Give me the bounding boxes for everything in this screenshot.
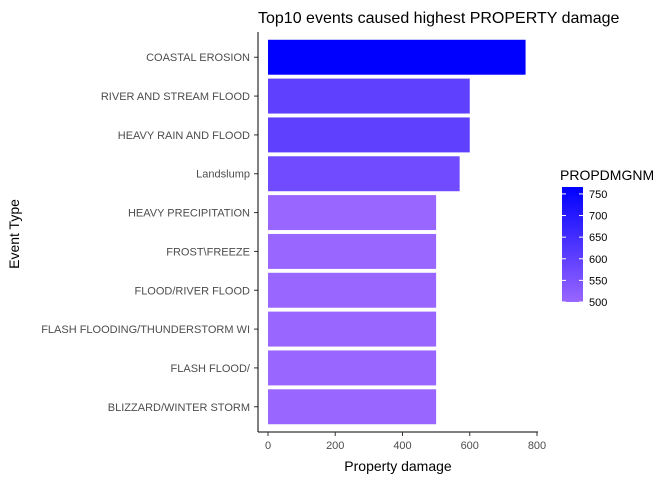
axes-layer: COASTAL EROSION RIVER AND STREAM FLOOD HEA… (41, 32, 546, 452)
legend: PROPDMGNM 750 700 650 600 550 500 (560, 167, 654, 309)
legend-tick-label: 500 (589, 297, 607, 309)
x-axis-title: Property damage (344, 458, 452, 474)
bar (268, 389, 437, 425)
y-axis-title: Event Type (6, 199, 22, 269)
bar (268, 195, 437, 231)
bar (268, 233, 437, 269)
legend-tick-label: 650 (589, 232, 607, 244)
bar (268, 39, 526, 75)
legend-tick-label: 550 (589, 275, 607, 287)
legend-tick-label: 600 (589, 254, 607, 266)
legend-tick-label: 700 (589, 211, 607, 223)
y-tick-label: FLOOD/RIVER FLOOD (134, 285, 250, 297)
x-tick-label: 200 (326, 440, 344, 452)
y-tick-label: FROST\FREEZE (166, 246, 250, 258)
bar (268, 272, 437, 308)
y-tick-label: BLIZZARD/WINTER STORM (108, 402, 250, 414)
chart-title: Top10 events caused highest PROPERTY dam… (258, 10, 620, 27)
bar (268, 311, 437, 347)
legend-colorbar (562, 187, 583, 302)
x-tick-label: 0 (265, 440, 271, 452)
y-tick-label: RIVER AND STREAM FLOOD (101, 91, 250, 103)
bar (268, 78, 470, 114)
bar (268, 117, 470, 153)
y-tick-label: HEAVY PRECIPITATION (128, 208, 250, 220)
x-tick-label: 600 (461, 440, 479, 452)
legend-title: PROPDMGNM (560, 167, 654, 183)
y-tick-label: FLASH FLOODING/THUNDERSTORM WI (41, 324, 250, 336)
x-tick-label: 400 (393, 440, 411, 452)
y-tick-label: COASTAL EROSION (146, 52, 250, 64)
legend-tick-label: 750 (589, 189, 607, 201)
y-tick-label: HEAVY RAIN AND FLOOD (118, 130, 250, 142)
bar (268, 350, 437, 386)
y-tick-label: FLASH FLOOD/ (171, 363, 251, 375)
bars-layer (268, 39, 526, 425)
y-tick-label: Landslump (196, 169, 250, 181)
bar (268, 156, 460, 192)
x-tick-label: 800 (528, 440, 546, 452)
